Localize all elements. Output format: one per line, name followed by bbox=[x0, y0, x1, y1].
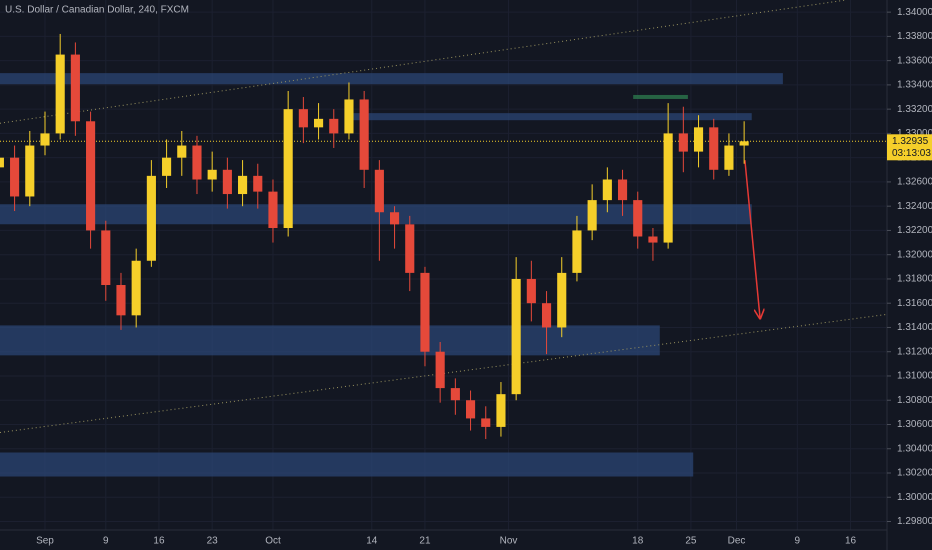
candle-body bbox=[101, 230, 111, 286]
candle-body bbox=[465, 400, 476, 419]
candle-body bbox=[131, 260, 141, 316]
y-tick-label: 1.31600 bbox=[897, 298, 932, 309]
x-tick-label: Dec bbox=[728, 536, 746, 547]
candle-body bbox=[238, 175, 248, 195]
candle-body bbox=[587, 200, 597, 231]
zone bbox=[633, 94, 688, 99]
x-tick-label: 25 bbox=[685, 536, 697, 547]
candle-body bbox=[420, 272, 430, 352]
candle-body bbox=[40, 133, 50, 146]
candle-body bbox=[359, 99, 369, 170]
candle-body bbox=[192, 145, 202, 180]
candle-body bbox=[648, 236, 658, 243]
y-tick-label: 1.32200 bbox=[897, 225, 932, 236]
y-tick-label: 1.32000 bbox=[897, 249, 932, 260]
x-tick-label: 14 bbox=[366, 536, 378, 547]
y-tick-label: 1.33800 bbox=[897, 31, 932, 42]
candle-body bbox=[557, 272, 567, 328]
candle-body bbox=[55, 54, 65, 134]
y-tick-label: 1.33200 bbox=[897, 104, 932, 115]
candle-body bbox=[450, 388, 460, 401]
candle-body bbox=[207, 169, 217, 180]
candle-body bbox=[25, 145, 35, 197]
candle-body bbox=[146, 175, 156, 261]
price-label-box bbox=[887, 134, 932, 161]
candle-body bbox=[116, 285, 126, 316]
price-label: 1.32935 bbox=[892, 136, 929, 147]
candle-body bbox=[70, 54, 80, 122]
x-tick-label: 9 bbox=[795, 536, 801, 547]
candle-body bbox=[162, 157, 172, 176]
candle-body bbox=[253, 175, 263, 192]
candle-body bbox=[390, 212, 400, 225]
candle-body bbox=[177, 145, 187, 158]
candle-body bbox=[314, 118, 324, 128]
y-tick-label: 1.31200 bbox=[897, 346, 932, 357]
y-tick-label: 1.32400 bbox=[897, 201, 932, 212]
candle-body bbox=[405, 224, 415, 273]
x-tick-label: 16 bbox=[845, 536, 857, 547]
candle-body bbox=[693, 127, 704, 152]
x-tick-label: Oct bbox=[265, 536, 281, 547]
candle-body bbox=[496, 394, 506, 427]
candle-body bbox=[633, 200, 643, 237]
candle-body bbox=[329, 118, 339, 134]
candle-body bbox=[678, 133, 688, 152]
arrow bbox=[744, 160, 760, 318]
candle-body bbox=[739, 141, 749, 146]
y-tick-label: 1.31400 bbox=[897, 322, 932, 333]
candle-body bbox=[0, 157, 4, 168]
x-tick-label: 9 bbox=[103, 536, 109, 547]
x-tick-label: 23 bbox=[207, 536, 219, 547]
countdown-label: 03:13:03 bbox=[892, 148, 931, 159]
candle-body bbox=[724, 145, 734, 170]
candle-body bbox=[541, 303, 552, 328]
y-tick-label: 1.30800 bbox=[897, 395, 932, 406]
x-tick-label: 21 bbox=[419, 536, 431, 547]
candle-body bbox=[283, 109, 293, 229]
zone bbox=[0, 325, 660, 356]
x-tick-label: Sep bbox=[36, 536, 54, 547]
zone bbox=[0, 204, 752, 225]
y-tick-label: 1.30000 bbox=[897, 492, 932, 503]
y-tick-label: 1.30600 bbox=[897, 419, 932, 430]
candle-body bbox=[511, 278, 521, 395]
candle-body bbox=[268, 191, 278, 229]
plot-area bbox=[0, 0, 888, 530]
x-tick-label: 16 bbox=[153, 536, 165, 547]
y-tick-label: 1.30400 bbox=[897, 443, 932, 454]
y-tick-label: 1.33000 bbox=[897, 128, 932, 139]
candle-body bbox=[481, 418, 491, 427]
zone bbox=[0, 73, 783, 85]
y-tick-label: 1.33400 bbox=[897, 80, 932, 91]
candle-body bbox=[617, 179, 628, 201]
zone bbox=[349, 113, 752, 121]
chart-title: U.S. Dollar / Canadian Dollar, 240, FXCM bbox=[5, 5, 189, 16]
candle-body bbox=[374, 169, 384, 213]
x-tick-label: 18 bbox=[632, 536, 644, 547]
y-tick-label: 1.30200 bbox=[897, 468, 932, 479]
price-axis bbox=[887, 0, 932, 550]
y-tick-label: 1.34000 bbox=[897, 7, 932, 18]
candle-body bbox=[663, 133, 673, 243]
x-tick-label: Nov bbox=[500, 536, 518, 547]
candle-body bbox=[526, 278, 536, 304]
y-tick-label: 1.29800 bbox=[897, 516, 932, 527]
candle-body bbox=[344, 99, 354, 134]
candle-body bbox=[222, 169, 232, 195]
candle-body bbox=[10, 157, 20, 197]
y-tick-label: 1.33600 bbox=[897, 55, 932, 66]
candle-body bbox=[709, 127, 719, 170]
zone bbox=[0, 452, 694, 477]
y-tick-label: 1.31800 bbox=[897, 274, 932, 285]
candle-body bbox=[572, 230, 582, 273]
candle-body bbox=[435, 351, 445, 389]
candle-body bbox=[298, 109, 308, 128]
candle-body bbox=[86, 121, 96, 231]
y-tick-label: 1.32600 bbox=[897, 177, 932, 188]
y-tick-label: 1.31000 bbox=[897, 371, 932, 382]
candle-body bbox=[602, 179, 612, 201]
